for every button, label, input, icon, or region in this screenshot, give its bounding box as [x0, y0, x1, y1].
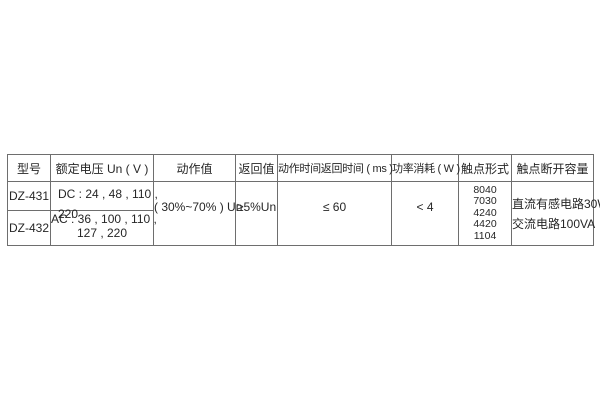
model-cell-dz432: DZ-432 [7, 210, 51, 246]
voltage-line: 127 , 220 [76, 226, 128, 240]
breaking-capacity-line: 直流有感电路30W [512, 196, 600, 211]
model-cell-dz431: DZ-431 [7, 181, 51, 211]
contact-form-value: 4420 [473, 218, 497, 231]
col-header-rated-voltage: 额定电压 Un ( V ) [50, 154, 154, 182]
contact-form-cell: 8040 7030 4240 4420 1104 [458, 181, 512, 246]
col-header-model: 型号 [7, 154, 51, 182]
voltage-line: 220 [58, 207, 79, 221]
return-value-cell: ≥5%Un [235, 181, 278, 246]
action-return-time-text: ≤ 60 [322, 199, 347, 214]
action-return-time-cell: ≤ 60 [277, 181, 392, 246]
voltage-line: DC : 24 , 48 , 110 , [58, 187, 158, 201]
voltage-line: AC : 36 , 100 , 110 , [51, 212, 157, 226]
header-row: 型号 额定电压 Un ( V ) 动作值 返回值 动作时间返回时间 ( ms )… [7, 154, 594, 182]
power-consumption-cell: < 4 [391, 181, 459, 246]
breaking-capacity-line: 交流电路100VA [512, 216, 596, 231]
col-header-action-return-time: 动作时间返回时间 ( ms ) [277, 154, 393, 182]
action-value-cell: ( 30%~70% ) Un [153, 181, 242, 246]
action-value-text: ( 30%~70% ) Un [154, 199, 243, 214]
relay-spec-table: 型号 额定电压 Un ( V ) 动作值 返回值 动作时间返回时间 ( ms )… [7, 154, 600, 246]
voltage-cell-dc: DC : 24 , 48 , 110 , 220 [50, 181, 158, 221]
col-header-power-consumption: 功率消耗 ( W ) [391, 154, 460, 182]
table-row-dz431: DZ-431 DC : 24 , 48 , 110 , 220 ( 30%~70… [7, 181, 600, 246]
table-row-dz432: DZ-432 AC : 36 , 100 , 110 , 127 , 220 [7, 210, 594, 246]
col-header-breaking-capacity: 触点断开容量 [511, 154, 594, 182]
contact-form-value: 1104 [473, 229, 497, 242]
contact-form-value: 8040 [473, 183, 497, 196]
col-header-action-value: 动作值 [153, 154, 236, 182]
contact-form-value: 7030 [473, 195, 497, 208]
voltage-dc-text: DC : 24 , 48 , 110 , 220 [58, 184, 158, 224]
return-value-text: ≥5%Un [236, 199, 277, 214]
col-header-contact-form: 触点形式 [458, 154, 512, 182]
contact-form-value: 4240 [473, 206, 497, 219]
col-header-return-value: 返回值 [235, 154, 278, 182]
power-consumption-text: < 4 [416, 199, 434, 214]
voltage-cell-ac: AC : 36 , 100 , 110 , 127 , 220 [50, 210, 157, 246]
breaking-capacity-cell: 直流有感电路30W 交流电路100VA [511, 181, 600, 246]
